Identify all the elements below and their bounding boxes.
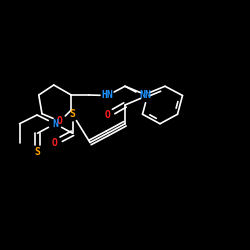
Text: N: N: [144, 90, 150, 101]
Text: S: S: [70, 109, 75, 119]
Text: O: O: [104, 110, 110, 120]
Text: O: O: [52, 138, 58, 147]
Text: N: N: [52, 119, 58, 129]
Text: O: O: [57, 116, 63, 126]
Text: N: N: [140, 90, 145, 101]
Text: S: S: [34, 147, 40, 157]
Text: HN: HN: [102, 90, 114, 101]
